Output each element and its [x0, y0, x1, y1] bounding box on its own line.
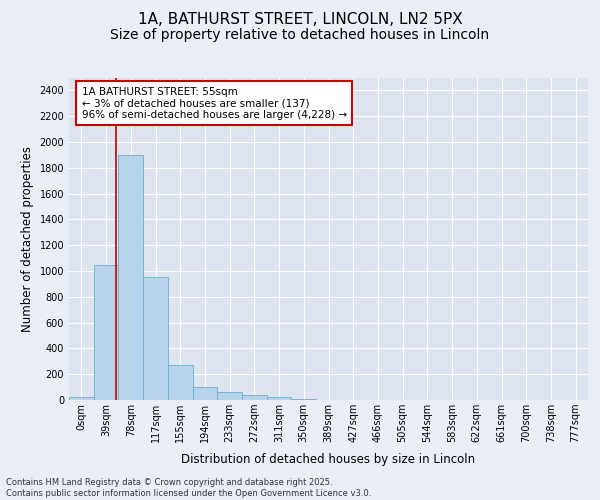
Bar [292, 399, 316, 400]
Text: Size of property relative to detached houses in Lincoln: Size of property relative to detached ho… [110, 28, 490, 42]
Bar [242, 396, 267, 400]
Y-axis label: Number of detached properties: Number of detached properties [21, 146, 34, 332]
Bar [69, 398, 94, 400]
Bar [168, 365, 193, 400]
Bar [267, 398, 292, 400]
Text: 1A BATHURST STREET: 55sqm
← 3% of detached houses are smaller (137)
96% of semi-: 1A BATHURST STREET: 55sqm ← 3% of detach… [82, 86, 347, 120]
X-axis label: Distribution of detached houses by size in Lincoln: Distribution of detached houses by size … [181, 454, 476, 466]
Text: Contains HM Land Registry data © Crown copyright and database right 2025.
Contai: Contains HM Land Registry data © Crown c… [6, 478, 371, 498]
Bar [118, 155, 143, 400]
Bar [94, 264, 118, 400]
Bar [217, 392, 242, 400]
Bar [193, 387, 217, 400]
Text: 1A, BATHURST STREET, LINCOLN, LN2 5PX: 1A, BATHURST STREET, LINCOLN, LN2 5PX [137, 12, 463, 28]
Bar [143, 278, 168, 400]
